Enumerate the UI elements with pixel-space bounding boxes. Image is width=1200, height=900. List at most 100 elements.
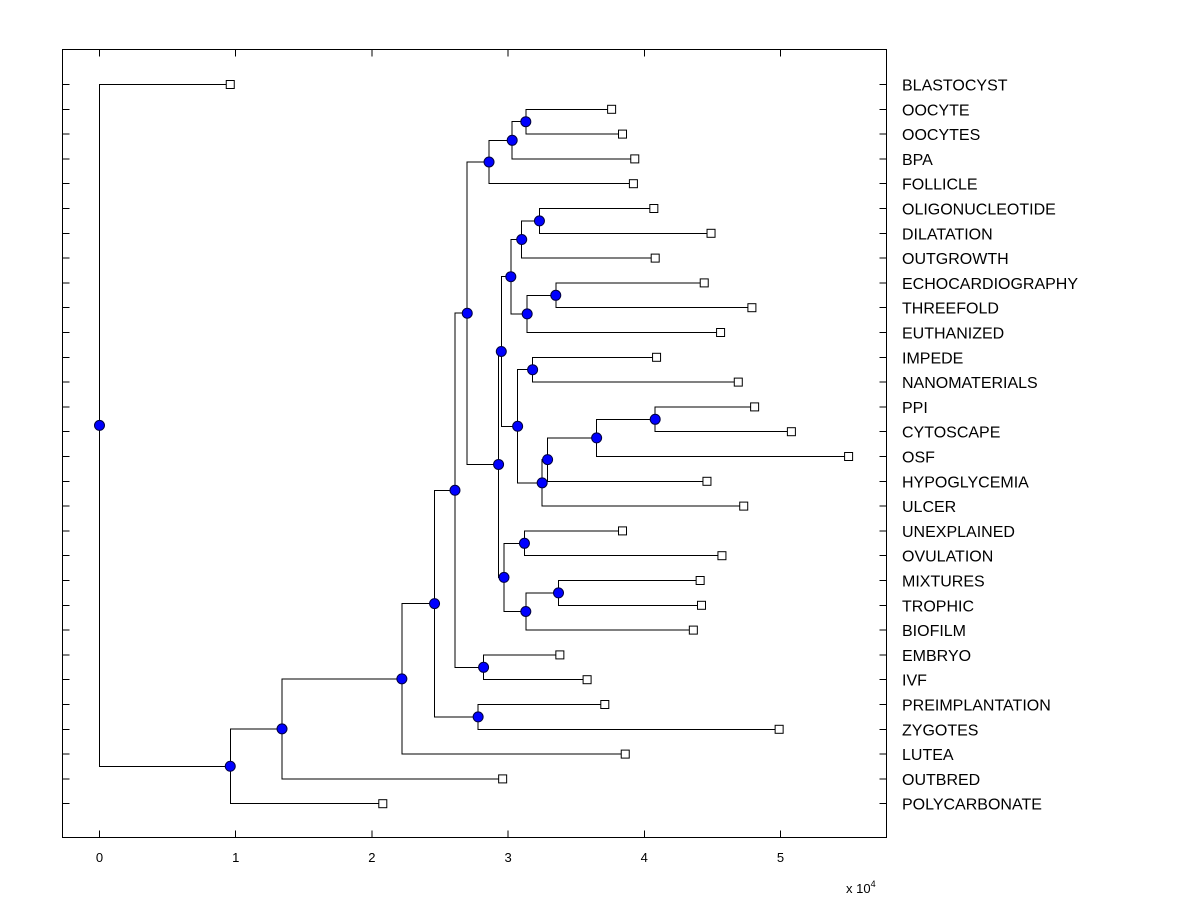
merge-node-marker [649, 413, 661, 425]
leaf-label: PPI [902, 400, 928, 417]
merge-node-marker [276, 723, 288, 735]
leaf-marker [378, 799, 388, 809]
leaf-marker [628, 179, 638, 189]
x-tick-label: 3 [504, 850, 511, 865]
merge-node-marker [478, 661, 490, 673]
merge-node-marker [495, 345, 507, 357]
leaf-label: THREEFOLD [902, 301, 999, 318]
merge-node-marker [536, 477, 548, 489]
merge-node-marker [429, 598, 441, 610]
leaf-label: EUTHANIZED [902, 326, 1004, 343]
leaf-marker [844, 452, 854, 461]
x-tick-label: 4 [641, 850, 648, 865]
leaf-marker [695, 576, 705, 585]
leaf-marker [717, 551, 727, 561]
leaf-marker [600, 700, 610, 709]
leaf-marker [620, 749, 630, 759]
merge-node-marker [224, 760, 236, 772]
leaf-label: UNEXPLAINED [902, 524, 1015, 541]
leaf-marker [652, 352, 662, 362]
leaf-label: IMPEDE [902, 350, 963, 367]
leaf-markers [225, 80, 854, 809]
plot-frame [62, 49, 887, 838]
leaf-label: FOLLICLE [902, 177, 978, 194]
merge-node-marker [94, 419, 105, 431]
leaf-marker [706, 228, 716, 238]
merge-node-marker [591, 432, 603, 444]
leaf-marker [649, 204, 659, 213]
leaf-marker [697, 600, 707, 610]
merge-node-marker [493, 458, 505, 470]
leaf-marker [618, 129, 628, 139]
leaf-marker [630, 154, 640, 164]
x-tick-labels: 0 1 2 3 4 5 [96, 850, 784, 865]
leaf-label: HYPOGLYCEMIA [902, 474, 1029, 491]
x-axis-ticks [99, 49, 781, 838]
merge-node-marker [533, 215, 545, 227]
leaf-marker [618, 526, 628, 536]
leaf-marker [786, 427, 796, 437]
leaf-labels: BLASTOCYST OOCYTE OOCYTES BPA FOLLICLE OLIGON… [902, 78, 1078, 814]
leaf-label: DILATATION [902, 226, 993, 243]
leaf-marker [733, 377, 743, 387]
merge-node-marker [542, 454, 554, 466]
leaf-marker [498, 774, 508, 784]
x-tick-label: 5 [777, 850, 784, 865]
leaf-label: OLIGONUCLEOTIDE [902, 202, 1056, 219]
leaf-label: MIXTURES [902, 574, 985, 591]
leaf-label: OUTBRED [902, 772, 980, 789]
merge-node-marker [520, 116, 532, 128]
leaf-label: POLYCARBONATE [902, 797, 1042, 814]
leaf-label: OVULATION [902, 549, 993, 566]
leaf-marker [750, 402, 760, 412]
merge-node-marker [552, 587, 564, 599]
merge-node-marker [506, 134, 518, 146]
leaf-label: OOCYTES [902, 127, 980, 144]
merge-node-marker [516, 234, 528, 245]
leaf-marker [747, 303, 757, 313]
leaf-label: EMBRYO [902, 648, 971, 665]
merge-node-marker [521, 308, 533, 320]
x-multiplier-base: x 10 [846, 881, 871, 896]
x-tick-label: 0 [96, 850, 103, 865]
merge-node-marker [520, 606, 532, 617]
x-tick-label: 1 [232, 850, 239, 865]
y-axis-ticks [62, 84, 887, 805]
leaf-label: TROPHIC [902, 598, 974, 615]
leaf-marker [699, 278, 709, 288]
merge-node-marker [472, 711, 484, 723]
x-tick-label: 2 [368, 850, 375, 865]
leaf-marker [555, 650, 565, 660]
leaf-label: ECHOCARDIOGRAPHY [902, 276, 1078, 293]
leaf-label: BLASTOCYST [902, 78, 1008, 95]
merge-node-marker [512, 420, 524, 432]
merge-node-marker [550, 289, 562, 301]
leaf-marker [688, 625, 698, 635]
x-multiplier-exponent: 4 [871, 879, 876, 889]
leaf-label: OSF [902, 450, 935, 467]
leaf-marker [650, 253, 660, 263]
leaf-label: ZYGOTES [902, 722, 978, 739]
leaf-label: NANOMATERIALS [902, 375, 1038, 392]
merge-node-marker [461, 307, 473, 319]
merge-node-marker [498, 571, 510, 583]
merge-node-marker [505, 271, 517, 283]
x-multiplier-label: x 104 [846, 879, 876, 896]
merge-node-marker [518, 537, 530, 549]
leaf-label: OUTGROWTH [902, 251, 1009, 268]
leaf-marker [774, 724, 784, 734]
leaf-marker [582, 675, 592, 685]
leaf-marker [702, 476, 712, 486]
leaf-label: OOCYTE [902, 102, 970, 119]
leaf-label: BIOFILM [902, 623, 966, 640]
merge-node-marker [527, 364, 539, 376]
leaf-label: BPA [902, 152, 933, 169]
merge-node-marker [449, 484, 461, 496]
leaf-label: ULCER [902, 499, 956, 516]
leaf-marker [225, 80, 235, 89]
leaf-label: IVF [902, 673, 927, 690]
leaf-label: PREIMPLANTATION [902, 698, 1051, 715]
merge-node-marker [396, 673, 408, 685]
leaf-marker [739, 501, 749, 511]
